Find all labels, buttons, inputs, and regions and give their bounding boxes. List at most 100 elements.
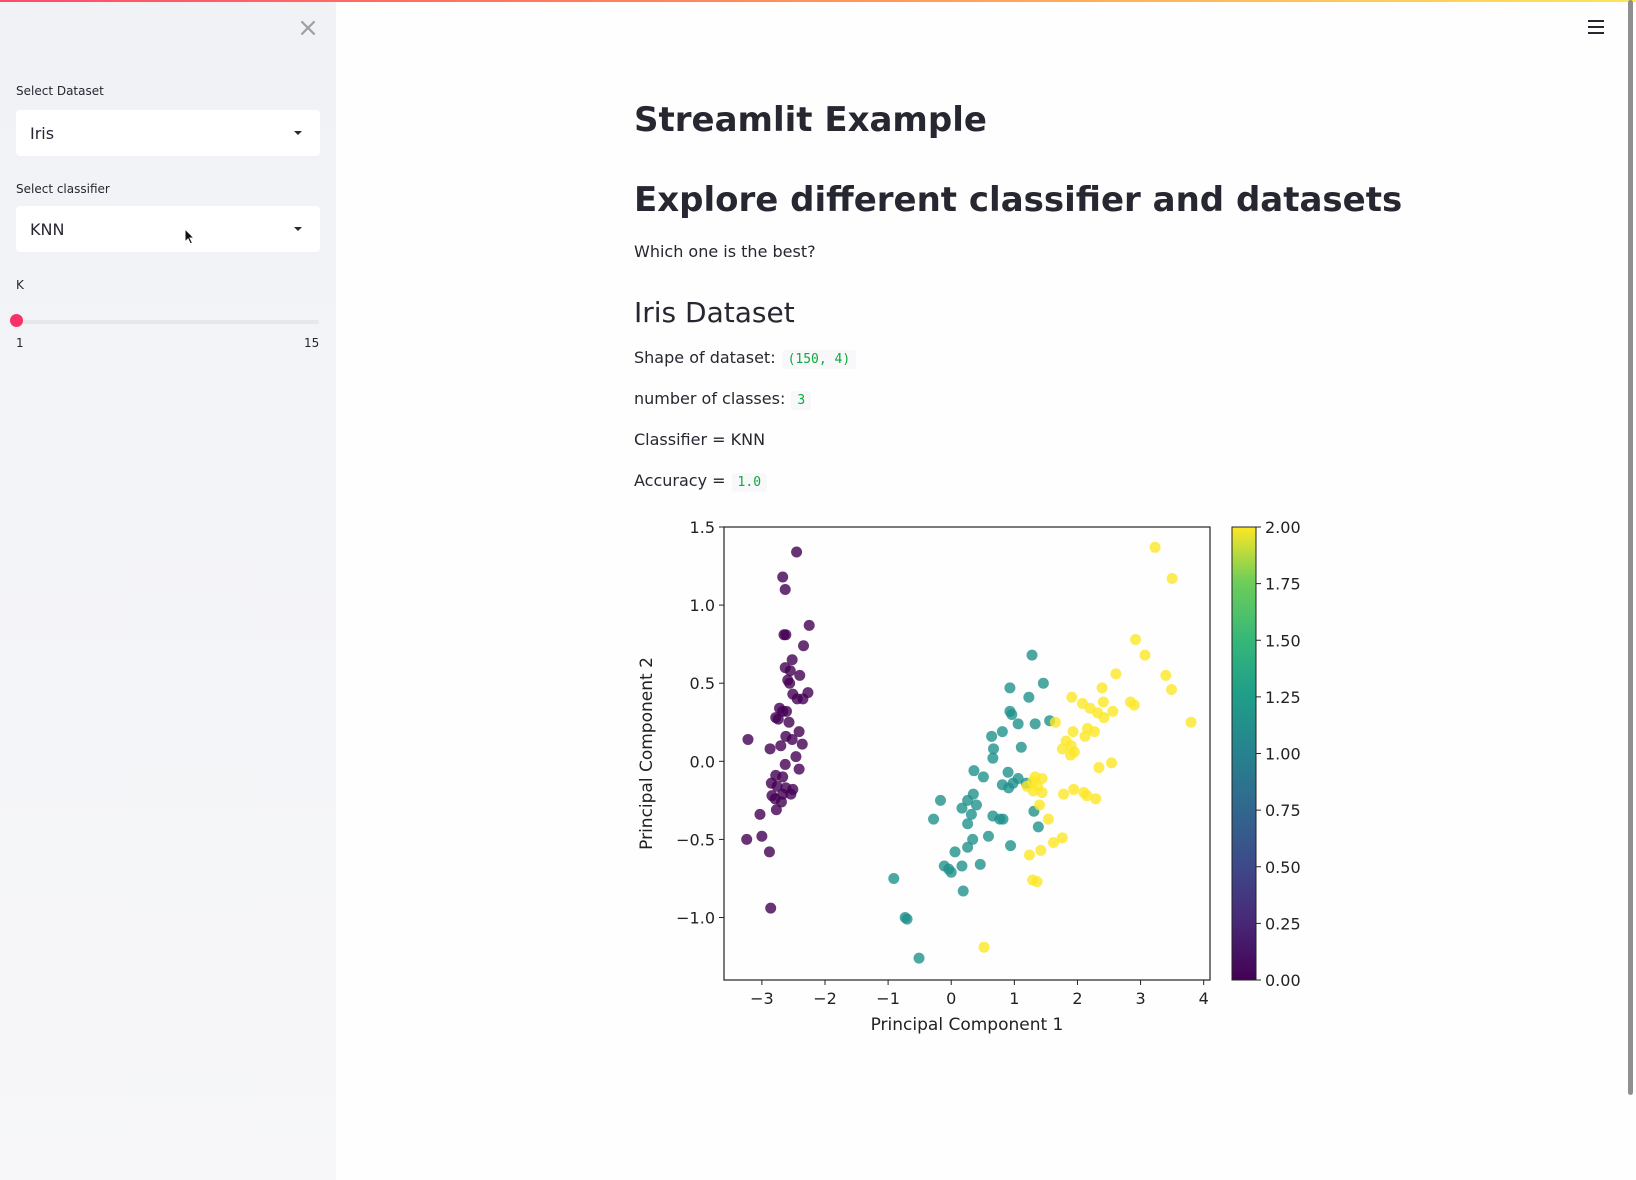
scatter-point	[783, 716, 795, 728]
colorbar-tick-label: 0.50	[1265, 858, 1301, 877]
chevron-down-icon	[294, 131, 302, 135]
scatter-point	[982, 830, 994, 842]
y-axis-label: Principal Component 2	[637, 657, 657, 850]
scatter-point	[987, 752, 999, 764]
k-slider-min: 1	[16, 336, 24, 350]
k-slider-track[interactable]	[16, 320, 319, 324]
scatter-point	[796, 738, 808, 750]
scatter-point	[1185, 716, 1197, 728]
scatter-point	[974, 858, 986, 870]
scatter-point	[928, 813, 940, 825]
colorbar	[1231, 526, 1257, 981]
shape-line: Shape of dataset: (150, 4)	[634, 348, 857, 369]
scatter-point	[1107, 705, 1119, 717]
mouse-cursor-icon	[184, 228, 196, 245]
colorbar-tick-label: 1.50	[1265, 631, 1301, 650]
scatter-point	[1036, 787, 1048, 799]
scatter-point	[1023, 691, 1035, 703]
scatter-point	[777, 571, 789, 583]
classes-value: 3	[791, 391, 812, 410]
x-tick-label: 2	[1072, 989, 1082, 1008]
scatter-point	[775, 740, 787, 752]
k-slider-thumb[interactable]	[10, 314, 23, 327]
classifier-select-value: KNN	[30, 219, 65, 239]
classes-label: number of classes:	[634, 389, 786, 408]
accuracy-line: Accuracy = 1.0	[634, 471, 768, 492]
scatter-point	[1037, 677, 1049, 689]
scatter-point	[790, 751, 802, 763]
scatter-point	[786, 654, 798, 666]
scatter-point	[1034, 799, 1046, 811]
scatter-point	[1081, 790, 1093, 802]
y-tick-label: −1.0	[676, 909, 715, 928]
y-tick-label: 1.0	[690, 596, 715, 615]
x-axis-label: Principal Component 1	[871, 1015, 1064, 1035]
scatter-point	[988, 743, 1000, 755]
x-tick-label: −3	[750, 989, 774, 1008]
x-tick-label: 0	[946, 989, 956, 1008]
x-tick-label: 3	[1135, 989, 1145, 1008]
scatter-point	[765, 902, 777, 914]
scatter-point	[934, 794, 946, 806]
k-slider-max: 15	[304, 336, 320, 350]
scatter-point	[793, 763, 805, 775]
scatter-point	[1004, 682, 1016, 694]
scatter-point	[777, 771, 789, 783]
scatter-point	[772, 713, 784, 725]
scatter-point	[1090, 793, 1102, 805]
scatter-point	[1165, 683, 1177, 695]
scatter-point	[784, 677, 796, 689]
scatter-point	[1065, 749, 1077, 761]
scatter-point	[1088, 726, 1100, 738]
y-tick-label: 0.0	[690, 752, 715, 771]
scatter-point	[1003, 782, 1015, 794]
scatter-point	[1027, 785, 1039, 797]
scatter-point	[970, 799, 982, 811]
scatter-point	[1098, 712, 1110, 724]
scatter-point	[1015, 741, 1027, 753]
scatter-point	[888, 872, 900, 884]
colorbar-ticks: 2.00 1.75 1.50 1.25 1.00 0.75 0.50 0.25 0.00	[1256, 518, 1301, 990]
scatter-point	[1096, 682, 1108, 694]
scatter-point	[1056, 832, 1068, 844]
scatter-point	[1023, 849, 1035, 861]
scatter-point	[1058, 788, 1070, 800]
scatter-point	[1128, 699, 1140, 711]
scatter-point	[1106, 757, 1118, 769]
scatter-point	[945, 866, 957, 878]
scatter-point	[754, 808, 766, 820]
scatter-point	[779, 583, 791, 595]
scatter-point	[784, 665, 796, 677]
scatter-point	[1035, 844, 1047, 856]
colorbar-tick-label: 1.00	[1265, 745, 1301, 764]
close-icon[interactable]: ×	[297, 13, 319, 43]
scatter-point	[1012, 718, 1024, 730]
scatter-point	[786, 733, 798, 745]
scatter-point	[962, 841, 974, 853]
dataset-select[interactable]: Iris	[16, 110, 320, 156]
x-tick-label: −1	[876, 989, 900, 1008]
page-title: Streamlit Example	[634, 100, 987, 140]
scatter-point	[913, 952, 925, 964]
classifier-select[interactable]: KNN	[16, 206, 320, 252]
dataset-select-value: Iris	[30, 123, 55, 143]
scatter-point	[1056, 743, 1068, 755]
hamburger-menu-icon[interactable]	[1588, 20, 1604, 36]
scatter-point	[770, 804, 782, 816]
x-tick-label: 4	[1199, 989, 1209, 1008]
scatter-point	[771, 780, 783, 792]
y-tick-label: −0.5	[676, 830, 715, 849]
scatter-point	[1166, 573, 1178, 585]
page-scrollbar[interactable]	[1628, 0, 1633, 1095]
scatter-point	[793, 726, 805, 738]
scatter-point	[1067, 726, 1079, 738]
scatter-point	[791, 546, 803, 558]
classifier-select-label: Select classifier	[16, 182, 110, 196]
sidebar: × Select Dataset Iris Select classifier …	[0, 2, 336, 1180]
scatter-point	[962, 818, 974, 830]
dataset-select-label: Select Dataset	[16, 84, 104, 98]
scatter-point	[1042, 813, 1054, 825]
scatter-point	[967, 833, 979, 845]
scatter-point	[798, 640, 810, 652]
colorbar-tick-label: 0.00	[1265, 971, 1301, 990]
